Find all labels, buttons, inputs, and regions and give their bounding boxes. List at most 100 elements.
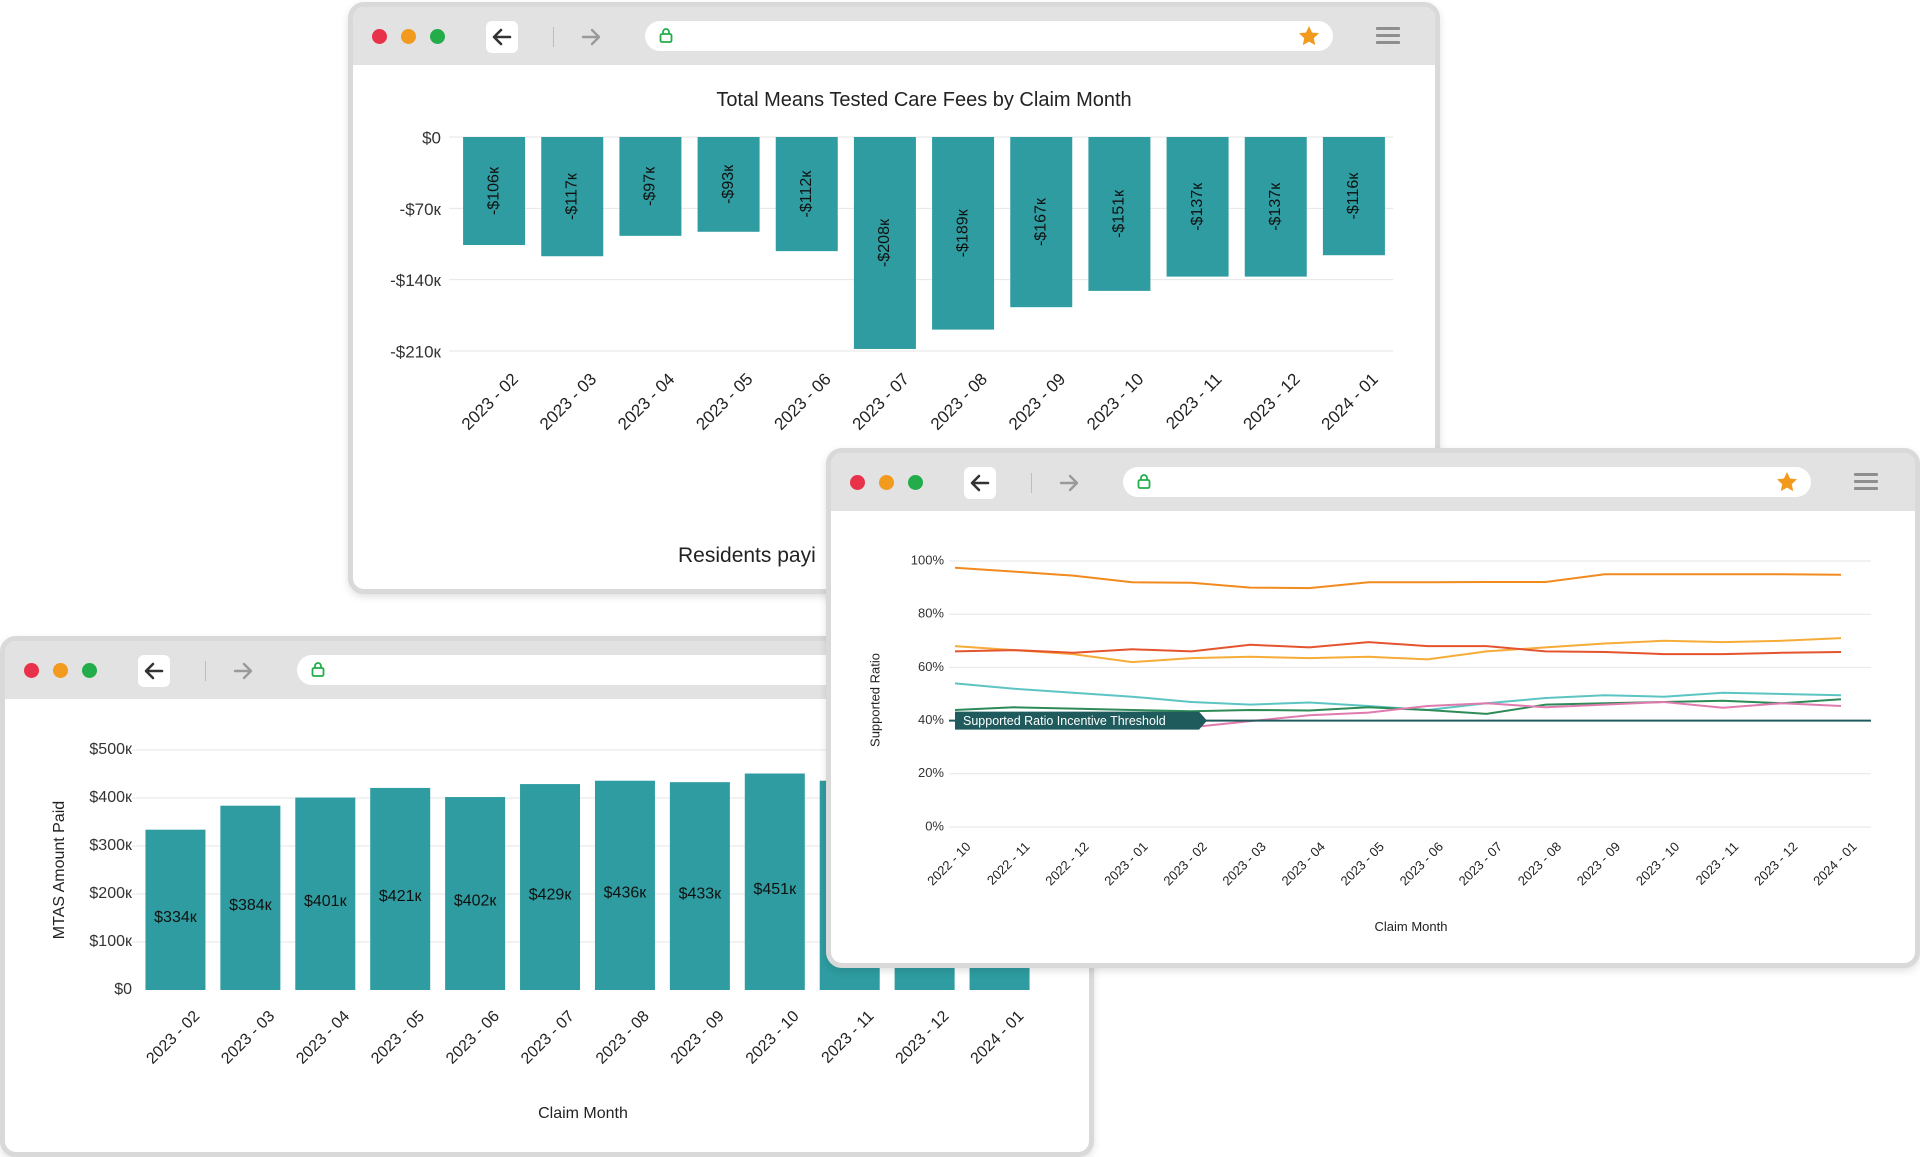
- mtas-amount-chart: $0 $100к $200к $300к $400к $500к $334к 2023 - 0…: [51, 741, 1037, 1122]
- bar: [1244, 137, 1307, 277]
- close-window-button[interactable]: [24, 663, 39, 678]
- browser-toolbar: [831, 453, 1915, 511]
- minimize-window-button[interactable]: [401, 29, 416, 44]
- x-axis-title: Claim Month: [538, 1105, 628, 1122]
- x-tick-label: 2022 - 12: [1042, 839, 1091, 888]
- x-tick-label: 2023 - 02: [458, 370, 522, 434]
- bar: [220, 805, 281, 990]
- y-tick-label: 100%: [911, 552, 945, 567]
- back-arrow-icon[interactable]: [964, 467, 996, 499]
- bar-data-label: $429к: [529, 886, 573, 903]
- back-arrow-icon[interactable]: [486, 21, 518, 53]
- y-tick-label: 20%: [918, 765, 944, 780]
- bar: [1088, 137, 1151, 291]
- maximize-window-button[interactable]: [908, 475, 923, 490]
- bar: [541, 137, 604, 257]
- x-tick-label: 2023 - 03: [218, 1008, 278, 1068]
- bar: [932, 137, 995, 330]
- x-tick-label: 2023 - 09: [668, 1008, 728, 1068]
- bar: [463, 137, 526, 246]
- x-tick-label: 2023 - 06: [443, 1008, 503, 1068]
- x-tick-label: 2023 - 12: [1240, 370, 1304, 434]
- bar: [619, 137, 682, 236]
- threshold-label: Supported Ratio Incentive Threshold: [963, 714, 1166, 728]
- bar-data-label: -$116к: [1345, 172, 1362, 220]
- x-tick-label: 2023 - 09: [1005, 370, 1069, 434]
- bar-data-label: $384к: [229, 897, 273, 914]
- x-tick-label: 2023 - 04: [1278, 839, 1327, 888]
- y-tick-label: 60%: [918, 659, 944, 674]
- x-tick-label: 2023 - 11: [819, 1008, 878, 1067]
- close-window-button[interactable]: [850, 475, 865, 490]
- x-tick-label: 2023 - 02: [143, 1008, 203, 1068]
- x-tick-label: 2023 - 07: [1456, 839, 1505, 888]
- bar-data-label: -$137к: [1189, 182, 1206, 231]
- x-tick-label: 2023 - 12: [893, 1008, 953, 1068]
- toolbar-divider: [205, 661, 206, 681]
- bar-data-label: $433к: [679, 885, 723, 902]
- means-tested-fees-chart: Total Means Tested Care Fees by Claim Mo…: [390, 89, 1393, 434]
- forward-arrow-icon[interactable]: [1053, 467, 1085, 499]
- y-tick-label: $0: [422, 128, 441, 147]
- x-tick-label: 2023 - 11: [1693, 839, 1742, 888]
- x-tick-label: 2024 - 01: [1810, 839, 1859, 888]
- x-tick-label: 2023 - 03: [536, 370, 600, 434]
- x-tick-label: 2023 - 02: [1160, 839, 1209, 888]
- bar-data-label: -$137к: [1267, 182, 1284, 231]
- threshold-flag: [955, 711, 1207, 730]
- x-tick-label: 2022 - 11: [984, 839, 1033, 888]
- back-arrow-icon[interactable]: [138, 655, 170, 687]
- forward-arrow-icon[interactable]: [575, 21, 607, 53]
- bar-data-label: -$112к: [798, 170, 815, 218]
- close-window-button[interactable]: [372, 29, 387, 44]
- x-tick-label: 2024 - 01: [968, 1008, 1028, 1068]
- address-bar[interactable]: [645, 21, 1333, 51]
- toolbar-divider: [1031, 473, 1032, 493]
- bar-data-label: -$106к: [485, 166, 502, 215]
- x-tick-label: 2023 - 08: [593, 1008, 653, 1068]
- x-tick-label: 2023 - 10: [743, 1008, 803, 1068]
- y-tick-label: -$70к: [400, 200, 442, 219]
- hamburger-menu-icon[interactable]: [1854, 473, 1878, 491]
- bar-data-label: $436к: [604, 885, 648, 902]
- x-tick-label: 2023 - 05: [692, 370, 756, 434]
- y-tick-label: $0: [114, 981, 132, 998]
- maximize-window-button[interactable]: [430, 29, 445, 44]
- bar-data-label: $401к: [304, 893, 348, 910]
- browser-window-mtas-amount: $0 $100к $200к $300к $400к $500к $334к 2023 - 0…: [0, 636, 1094, 1157]
- lock-icon: [1137, 474, 1151, 489]
- series-line: [954, 566, 1842, 590]
- y-tick-label: 0%: [925, 818, 944, 833]
- bar: [744, 773, 805, 990]
- series-line: [954, 637, 1842, 664]
- x-tick-label: 2023 - 08: [1515, 839, 1564, 888]
- y-tick-label: $200к: [89, 885, 133, 902]
- x-tick-label: 2023 - 01: [1101, 839, 1150, 888]
- x-tick-label: 2024 - 01: [1318, 370, 1382, 434]
- hamburger-menu-icon[interactable]: [1376, 27, 1400, 45]
- bar: [520, 784, 581, 990]
- bar: [697, 137, 760, 232]
- maximize-window-button[interactable]: [82, 663, 97, 678]
- minimize-window-button[interactable]: [879, 475, 894, 490]
- browser-window-supported-ratio: 0% 20% 40% 60% 80% 100% Supported Ratio Incent…: [826, 448, 1920, 968]
- x-axis-title: Claim Month: [1375, 919, 1448, 934]
- bookmark-star-icon[interactable]: [1297, 24, 1321, 48]
- x-tick-label: 2022 - 10: [924, 839, 973, 888]
- minimize-window-button[interactable]: [53, 663, 68, 678]
- y-tick-label: $500к: [89, 741, 133, 758]
- y-tick-label: $100к: [89, 933, 133, 950]
- x-tick-label: 2023 - 05: [1338, 839, 1387, 888]
- lock-icon: [311, 662, 325, 677]
- forward-arrow-icon[interactable]: [227, 655, 259, 687]
- y-tick-label: $400к: [89, 789, 133, 806]
- bookmark-star-icon[interactable]: [1775, 470, 1799, 494]
- x-tick-label: 2023 - 05: [368, 1008, 428, 1068]
- y-axis-title: Supported Ratio: [867, 653, 882, 747]
- series-line: [1191, 700, 1842, 729]
- address-bar[interactable]: [1123, 467, 1811, 497]
- bar: [145, 829, 206, 990]
- bar: [775, 137, 838, 252]
- browser-toolbar: [353, 7, 1435, 65]
- x-tick-label: 2023 - 12: [1751, 839, 1800, 888]
